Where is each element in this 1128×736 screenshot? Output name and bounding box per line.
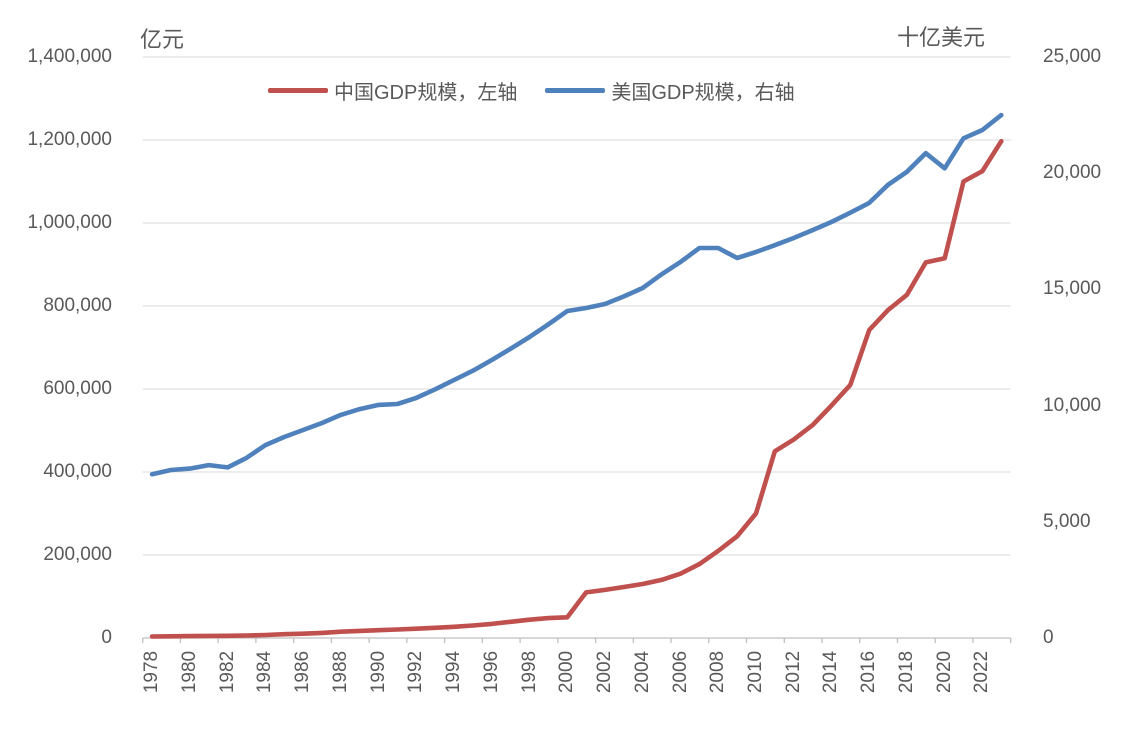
legend-label-china: 中国GDP规模，左轴 xyxy=(334,82,518,104)
y-axis-right-tick-label: 25,000 xyxy=(1043,46,1102,67)
x-axis-tick-label: 2020 xyxy=(933,650,955,694)
x-axis-tick-label: 2004 xyxy=(631,650,653,694)
y-axis-right-tick-label: 10,000 xyxy=(1043,394,1102,416)
x-axis-tick-label: 1978 xyxy=(141,650,163,694)
china-line-swatch xyxy=(268,88,328,93)
y-axis-right-tick-label: 0 xyxy=(1043,627,1054,648)
x-axis-tick-label: 2018 xyxy=(895,650,917,694)
legend-label-us: 美国GDP规模，右轴 xyxy=(611,82,795,104)
us-line-swatch xyxy=(545,88,606,93)
legend: 中国GDP规模，左轴 美国GDP规模，右轴 xyxy=(268,76,795,105)
x-axis-tick-label: 2012 xyxy=(782,650,804,694)
y-axis-left-tick-label: 200,000 xyxy=(43,544,112,565)
x-axis-tick-label: 1990 xyxy=(367,650,389,694)
x-axis-tick-label: 1986 xyxy=(292,650,314,694)
y-axis-right-tick-label: 15,000 xyxy=(1043,278,1102,300)
y-axis-left-tick-label: 1,200,000 xyxy=(27,129,112,150)
china-gdp-line xyxy=(149,138,1004,639)
x-axis-tick-label: 1982 xyxy=(216,650,238,694)
x-axis-tick-label: 1996 xyxy=(480,650,502,694)
x-axis-tick-label: 1980 xyxy=(178,650,200,694)
legend-item-china: 中国GDP规模，左轴 xyxy=(268,76,517,105)
y-axis-left-tick-label: 400,000 xyxy=(43,461,112,482)
x-axis-tick-label: 2022 xyxy=(971,650,993,694)
x-axis-tick-label: 2006 xyxy=(669,650,691,694)
x-axis-tick-label: 1984 xyxy=(254,650,276,694)
y-axis-left-tick-label: 600,000 xyxy=(43,378,112,399)
left-axis-unit-label: 亿元 xyxy=(140,27,185,52)
x-axis-tick-label: 1998 xyxy=(518,650,540,694)
x-axis-tick-label: 1992 xyxy=(405,650,427,694)
y-axis-left-tick-label: 1,000,000 xyxy=(27,212,112,233)
x-axis-tick-label: 2016 xyxy=(858,650,880,694)
y-axis-left-tick-label: 800,000 xyxy=(43,295,112,316)
x-axis-tick-label: 2000 xyxy=(556,650,578,694)
x-axis-tick-label: 1988 xyxy=(329,650,351,694)
legend-item-us: 美国GDP规模，右轴 xyxy=(545,76,795,105)
y-axis-right-tick-label: 5,000 xyxy=(1043,510,1091,532)
x-axis-tick-label: 2010 xyxy=(745,650,766,694)
y-axis-right-tick-label: 20,000 xyxy=(1043,162,1102,184)
x-axis-tick-label: 2008 xyxy=(707,650,729,694)
x-axis-tick-label: 2002 xyxy=(594,650,615,694)
right-axis-unit-label: 十亿美元 xyxy=(897,25,986,50)
x-axis-tick-label: 2014 xyxy=(820,650,842,694)
x-axis-tick-label: 1994 xyxy=(443,650,464,694)
y-axis-left-tick-label: 1,400,000 xyxy=(27,46,112,67)
y-axis-left-tick-label: 0 xyxy=(101,627,112,648)
us-gdp-line xyxy=(149,112,1004,477)
